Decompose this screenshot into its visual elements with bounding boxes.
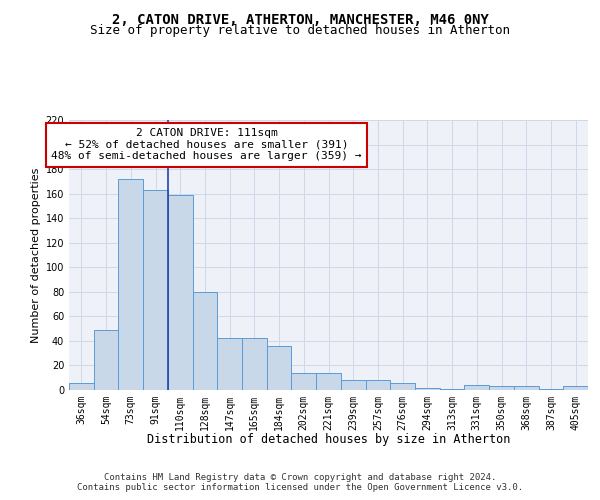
Bar [489,386,514,390]
Bar [94,330,118,390]
Bar [292,373,316,390]
Bar [193,292,217,390]
Text: Distribution of detached houses by size in Atherton: Distribution of detached houses by size … [147,432,511,446]
Bar [341,380,365,390]
Text: 2, CATON DRIVE, ATHERTON, MANCHESTER, M46 0NY: 2, CATON DRIVE, ATHERTON, MANCHESTER, M4… [112,12,488,26]
Bar [168,195,193,390]
Bar [242,338,267,390]
Text: Size of property relative to detached houses in Atherton: Size of property relative to detached ho… [90,24,510,37]
Bar [69,382,94,390]
Bar [514,386,539,390]
Bar [365,380,390,390]
Bar [440,389,464,390]
Bar [390,382,415,390]
Bar [217,338,242,390]
Bar [267,346,292,390]
Bar [143,190,168,390]
Bar [464,385,489,390]
Text: 2 CATON DRIVE: 111sqm
← 52% of detached houses are smaller (391)
48% of semi-det: 2 CATON DRIVE: 111sqm ← 52% of detached … [51,128,362,162]
Y-axis label: Number of detached properties: Number of detached properties [31,168,41,342]
Bar [118,179,143,390]
Text: Contains HM Land Registry data © Crown copyright and database right 2024.
Contai: Contains HM Land Registry data © Crown c… [77,472,523,492]
Bar [539,389,563,390]
Bar [316,373,341,390]
Bar [415,388,440,390]
Bar [563,386,588,390]
